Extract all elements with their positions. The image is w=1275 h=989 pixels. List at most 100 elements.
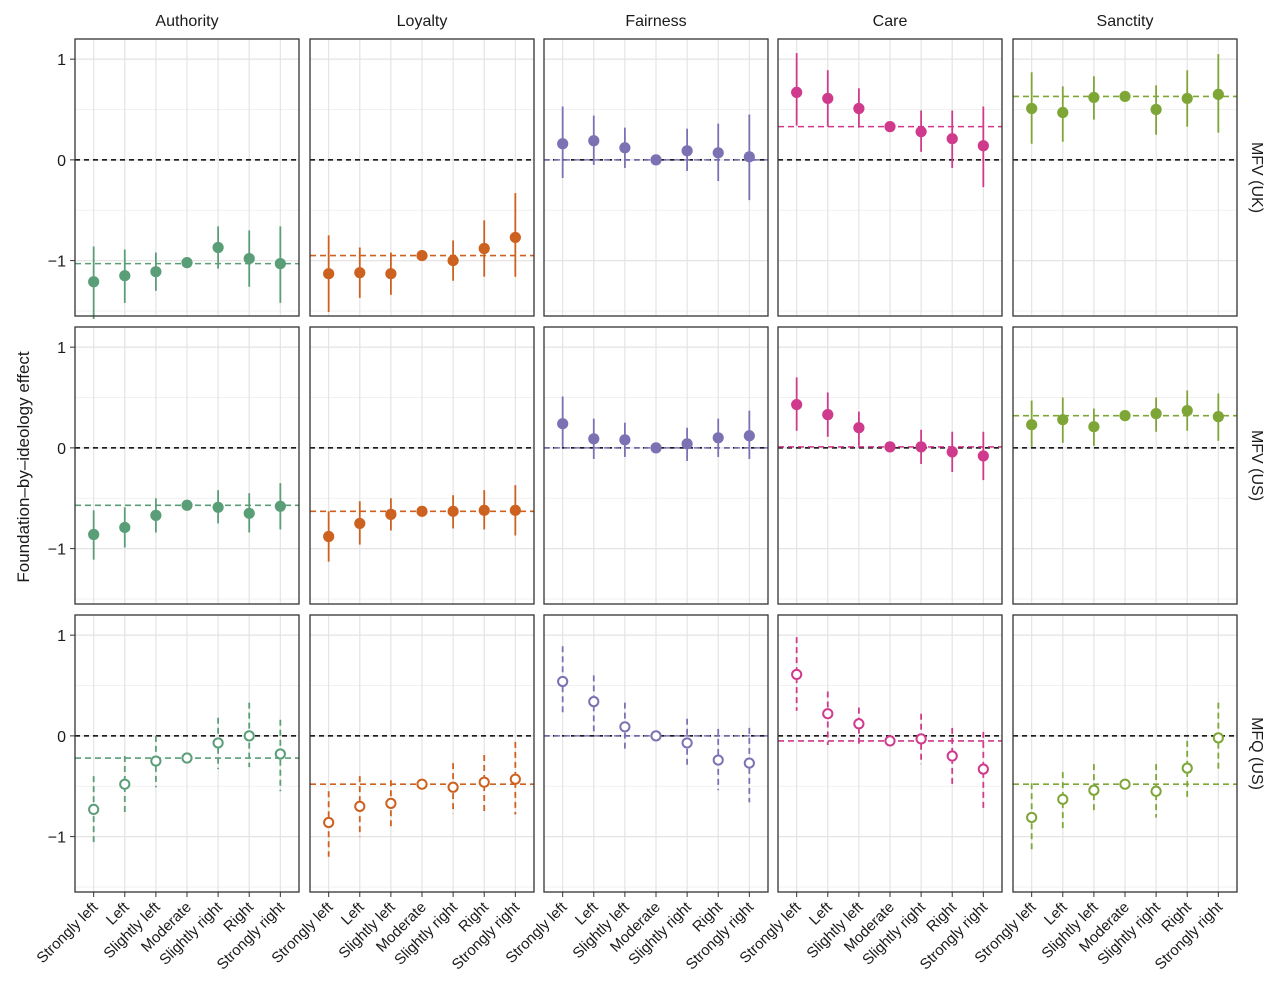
point-estimate	[791, 668, 803, 681]
point-estimate	[181, 752, 193, 764]
point-estimate	[977, 763, 989, 775]
panel-mfv-us-loyalty	[309, 326, 535, 605]
point-estimate	[1088, 421, 1100, 433]
point-estimate	[1119, 778, 1131, 790]
facet-label-loyalty: Loyalty	[397, 13, 448, 30]
point-estimate	[323, 530, 335, 543]
panel-mfq-us-care	[777, 614, 1003, 893]
panel-border	[309, 614, 535, 893]
panel-border	[1012, 326, 1238, 605]
panel-border	[777, 38, 1003, 317]
point-estimate	[416, 249, 428, 262]
point-estimate	[212, 501, 224, 513]
point-estimate	[1026, 811, 1038, 824]
point-estimate	[743, 430, 755, 442]
point-estimate	[884, 735, 896, 747]
row-label-mfv-us: MFV (US)	[1248, 430, 1265, 501]
point-estimate	[588, 135, 600, 147]
point-estimate	[1181, 92, 1193, 105]
point-estimate	[650, 730, 662, 742]
point-estimate	[88, 528, 100, 541]
panel-border	[309, 326, 535, 605]
point-estimate	[274, 500, 286, 512]
point-estimate	[619, 434, 631, 446]
point-estimate	[119, 778, 131, 790]
point-estimate	[150, 266, 162, 278]
point-estimate	[212, 241, 224, 254]
panel-border	[777, 614, 1003, 893]
point-estimate	[915, 126, 927, 138]
point-estimate	[323, 816, 335, 829]
panel-mfv-us-care	[777, 326, 1003, 605]
point-estimate	[1150, 408, 1162, 420]
x-tick-label: Strongly left	[33, 898, 102, 967]
facet-label-care: Care	[873, 13, 908, 30]
panel-mfv-uk-care	[777, 38, 1003, 317]
panel-mfv-us-fairness	[543, 326, 769, 605]
panel-mfv-uk-fairness	[543, 38, 769, 317]
point-estimate	[447, 255, 459, 267]
panel-grid: Authority Loyalty Fairness Care Sanctity MFV …	[33, 13, 1265, 973]
facet-label-authority: Authority	[155, 13, 218, 30]
panel-mfv-us-authority	[74, 326, 300, 605]
point-estimate	[915, 441, 927, 453]
panel-border	[1012, 38, 1238, 317]
point-estimate	[681, 438, 693, 450]
y-tick-label: 1	[57, 52, 66, 69]
point-estimate	[743, 151, 755, 163]
point-estimate	[915, 733, 927, 745]
panel-border	[74, 614, 300, 893]
point-estimate	[1026, 419, 1038, 431]
y-tick-label: −1	[48, 830, 66, 847]
point-estimate	[478, 504, 490, 516]
point-estimate	[447, 505, 459, 517]
panel-mfq-us-fairness	[543, 614, 769, 893]
point-estimate	[977, 140, 989, 152]
panel-border	[543, 326, 769, 605]
y-tick-label: 0	[57, 441, 66, 458]
point-estimate	[946, 750, 958, 762]
panel-mfv-uk-sanctity	[1012, 38, 1238, 317]
point-estimate	[1150, 785, 1162, 797]
point-estimate	[1119, 90, 1131, 103]
point-estimate	[181, 257, 193, 269]
panel-mfq-us-loyalty	[309, 614, 535, 893]
point-estimate	[1212, 732, 1224, 744]
point-estimate	[274, 258, 286, 270]
panel-mfq-us-authority	[74, 614, 300, 893]
point-estimate	[557, 418, 569, 430]
panel-border	[74, 326, 300, 605]
panel-border	[543, 614, 769, 893]
point-estimate	[650, 154, 662, 166]
point-estimate	[743, 757, 755, 769]
panel-mfq-us-sanctity	[1012, 614, 1238, 893]
point-estimate	[119, 270, 131, 282]
facet-label-fairness: Fairness	[625, 13, 686, 30]
point-estimate	[946, 133, 958, 145]
point-estimate	[977, 450, 989, 462]
point-estimate	[243, 507, 255, 519]
point-estimate	[1212, 88, 1224, 100]
y-tick-label: 1	[57, 628, 66, 645]
point-estimate	[946, 446, 958, 458]
point-estimate	[1119, 410, 1131, 422]
point-estimate	[588, 696, 600, 708]
point-estimate	[88, 276, 100, 288]
point-estimate	[1150, 103, 1162, 116]
point-estimate	[681, 737, 693, 749]
point-estimate	[712, 147, 724, 159]
point-estimate	[712, 754, 724, 766]
point-estimate	[822, 409, 834, 421]
y-tick-label: 1	[57, 340, 66, 357]
point-estimate	[354, 800, 366, 812]
point-estimate	[1057, 106, 1069, 119]
point-estimate	[119, 521, 131, 534]
y-axis-title: Foundation–by–ideology effect	[14, 351, 33, 583]
y-tick-label: −1	[48, 542, 66, 559]
y-tick-label: 0	[57, 729, 66, 746]
point-estimate	[385, 268, 397, 280]
panel-mfv-uk-authority	[74, 38, 300, 320]
point-estimate	[884, 121, 896, 133]
point-estimate	[354, 517, 366, 530]
point-estimate	[509, 504, 521, 516]
